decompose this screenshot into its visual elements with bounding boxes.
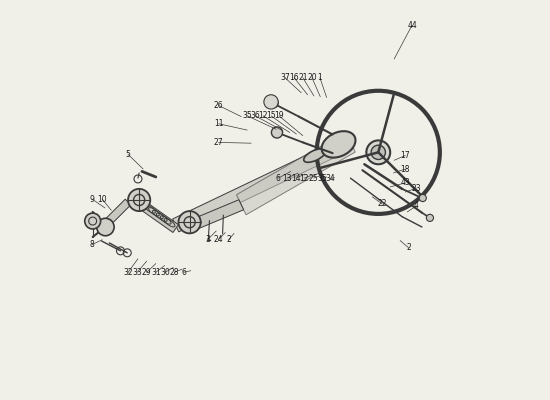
Circle shape: [366, 140, 390, 164]
Text: 12: 12: [300, 174, 309, 183]
Text: 6: 6: [276, 174, 280, 183]
Text: 30: 30: [160, 268, 170, 277]
Circle shape: [85, 213, 101, 229]
Text: 29: 29: [142, 268, 151, 277]
Text: 14: 14: [291, 174, 300, 183]
Polygon shape: [193, 200, 244, 229]
Text: 16: 16: [289, 73, 299, 82]
Circle shape: [128, 189, 150, 211]
Text: 28: 28: [170, 268, 179, 277]
Text: 43: 43: [400, 178, 410, 188]
Text: 27: 27: [214, 138, 223, 147]
Text: 11: 11: [214, 119, 223, 128]
Circle shape: [371, 145, 386, 160]
Text: 34: 34: [326, 174, 336, 183]
Text: 10: 10: [97, 195, 107, 204]
Text: 3: 3: [205, 235, 210, 244]
Circle shape: [264, 95, 278, 109]
Text: 32: 32: [123, 268, 133, 277]
Circle shape: [268, 98, 278, 108]
Text: 19: 19: [274, 111, 284, 120]
Text: 25: 25: [309, 174, 318, 183]
Text: 44: 44: [407, 21, 417, 30]
Text: 4: 4: [414, 202, 419, 210]
Circle shape: [178, 211, 201, 233]
Text: 36: 36: [250, 111, 260, 120]
Circle shape: [426, 214, 433, 222]
Text: 23: 23: [411, 184, 421, 192]
Text: 12: 12: [258, 111, 268, 120]
Text: 18: 18: [400, 164, 410, 174]
Text: 13: 13: [282, 174, 292, 183]
Text: 37: 37: [280, 73, 290, 82]
Text: 2: 2: [226, 235, 231, 244]
Text: 5: 5: [125, 150, 130, 159]
Ellipse shape: [322, 131, 355, 158]
Text: 22: 22: [377, 200, 387, 208]
Text: 35: 35: [317, 174, 327, 183]
Text: 24: 24: [213, 235, 223, 244]
Text: 20: 20: [307, 73, 317, 82]
Circle shape: [419, 194, 426, 202]
Text: 31: 31: [151, 268, 161, 277]
Text: 9: 9: [90, 195, 95, 204]
Text: 17: 17: [400, 151, 410, 160]
Circle shape: [272, 127, 283, 138]
Text: 8: 8: [90, 240, 95, 249]
Text: 35: 35: [243, 111, 252, 120]
Polygon shape: [173, 136, 354, 232]
Text: 26: 26: [214, 101, 223, 110]
Polygon shape: [101, 199, 131, 229]
Ellipse shape: [324, 141, 345, 153]
Polygon shape: [236, 132, 355, 215]
Text: 6: 6: [181, 268, 186, 277]
Text: 15: 15: [266, 111, 276, 120]
Polygon shape: [139, 201, 178, 232]
Ellipse shape: [304, 149, 326, 162]
Circle shape: [97, 218, 114, 236]
Text: 1: 1: [317, 73, 322, 82]
Text: 2: 2: [406, 243, 411, 252]
Text: 21: 21: [298, 73, 307, 82]
Text: 33: 33: [133, 268, 142, 277]
